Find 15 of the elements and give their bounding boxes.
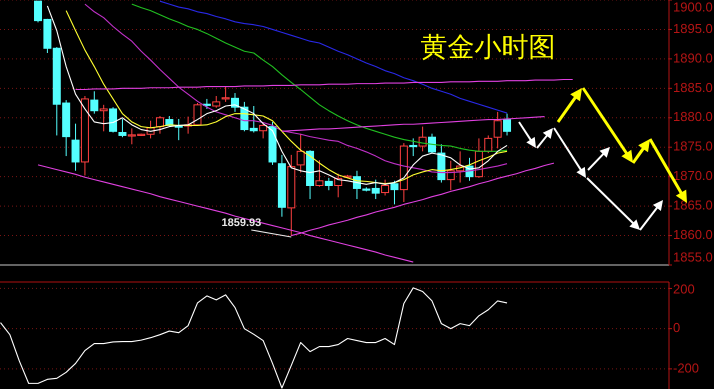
text: 黄金小时图: [420, 32, 556, 63]
y-tick-label: 1860.0: [673, 226, 713, 242]
y-tick-label: 1880.0: [673, 109, 713, 124]
y-tick-label: 200: [673, 281, 695, 296]
y-tick-label: 1895.0: [673, 20, 713, 36]
y-tick-label: 0: [673, 320, 680, 336]
y-tick-label: -200: [673, 360, 700, 376]
annotation: 1859.93: [222, 216, 262, 229]
y-tick-label: 1865.0: [673, 198, 713, 213]
y-tick-label: 1885.0: [673, 80, 713, 95]
y-tick-label: 1870.0: [673, 168, 713, 184]
y-tick-label: 1890.0: [673, 50, 713, 66]
y-tick-label: 1875.0: [673, 138, 713, 154]
y-tick-label: 1900.0: [673, 0, 713, 14]
y-tick-label: 1855.0: [673, 249, 713, 264]
